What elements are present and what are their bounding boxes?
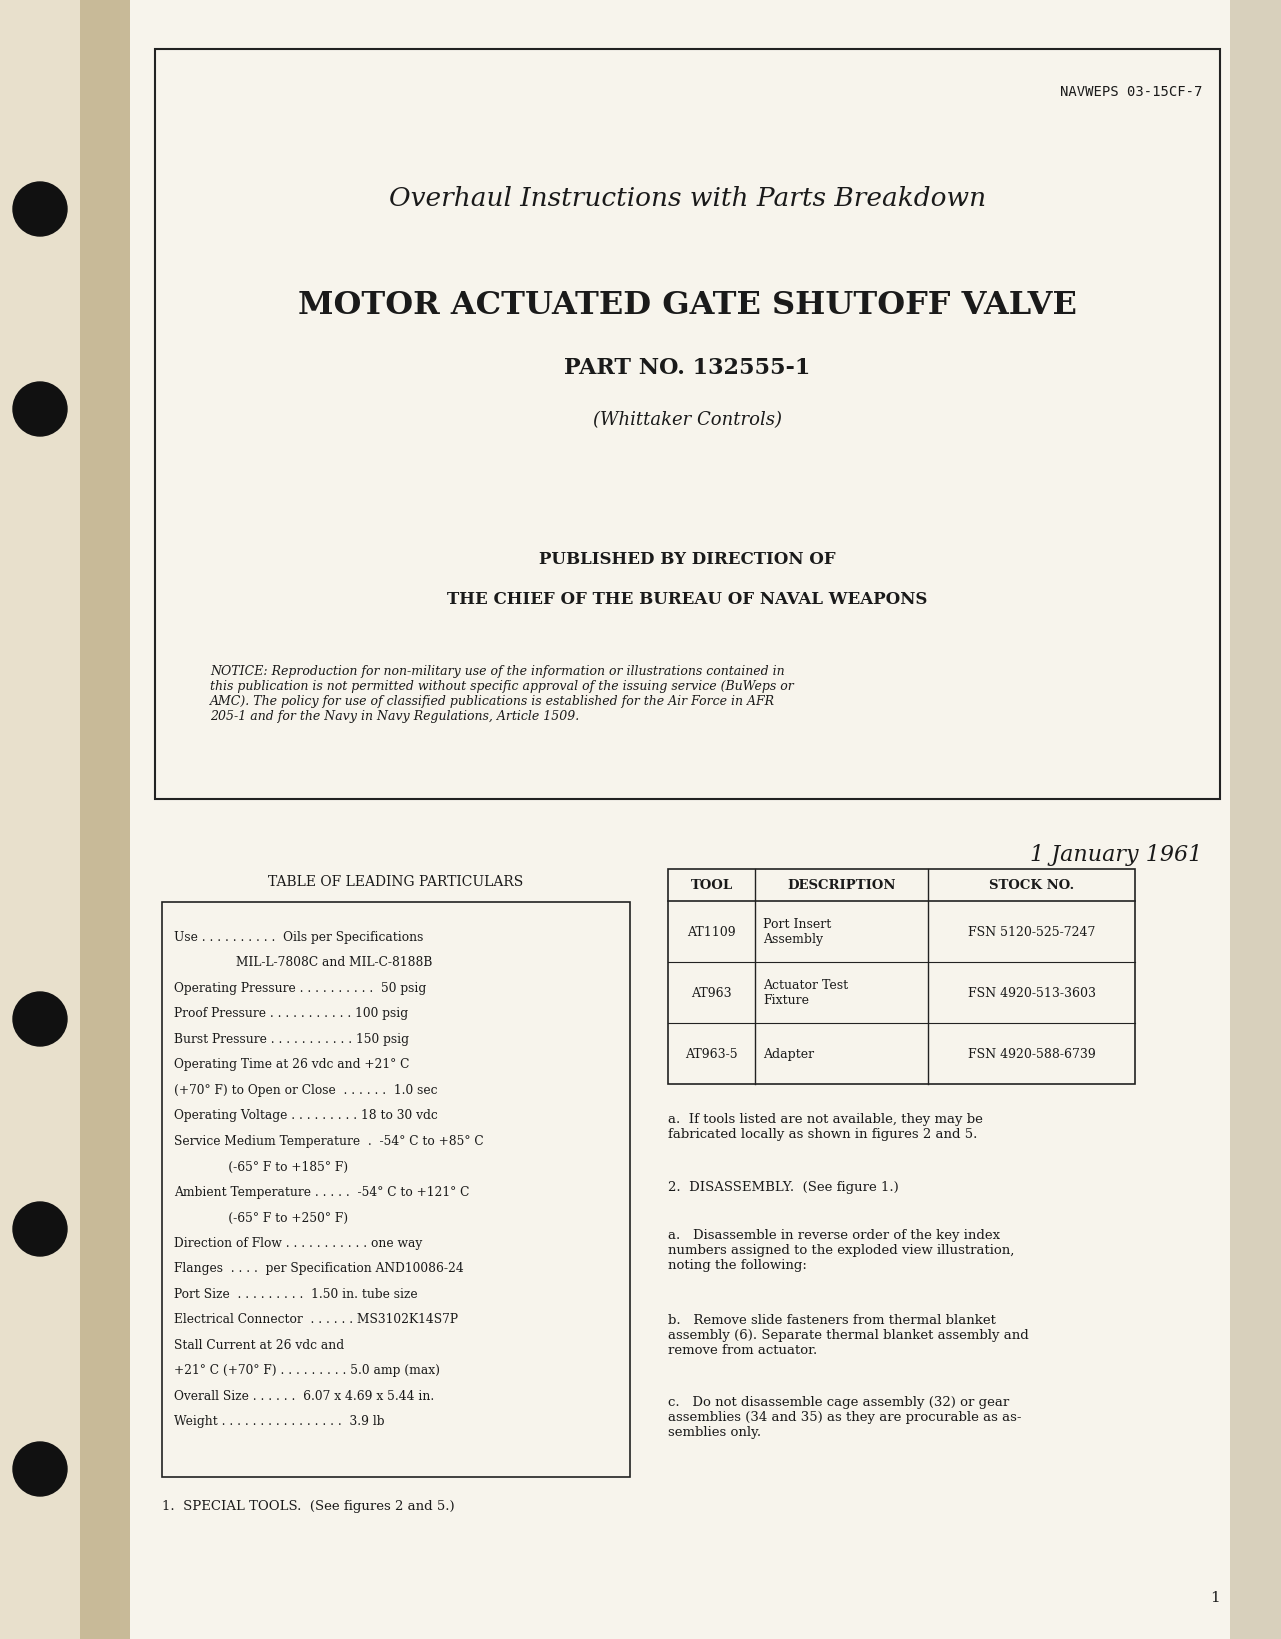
Text: MOTOR ACTUATED GATE SHUTOFF VALVE: MOTOR ACTUATED GATE SHUTOFF VALVE: [298, 290, 1077, 320]
Text: Adapter: Adapter: [763, 1047, 815, 1060]
Text: Weight . . . . . . . . . . . . . . . .  3.9 lb: Weight . . . . . . . . . . . . . . . . 3…: [174, 1414, 384, 1428]
Text: Flanges  . . . .  per Specification AND10086-24: Flanges . . . . per Specification AND100…: [174, 1262, 464, 1275]
Text: Service Medium Temperature  .  -54° C to +85° C: Service Medium Temperature . -54° C to +…: [174, 1134, 484, 1147]
Text: Electrical Connector  . . . . . . MS3102K14S7P: Electrical Connector . . . . . . MS3102K…: [174, 1313, 459, 1326]
Bar: [1230, 0, 1281, 1639]
Text: Port Insert
Assembly: Port Insert Assembly: [763, 918, 831, 946]
Text: Operating Time at 26 vdc and +21° C: Operating Time at 26 vdc and +21° C: [174, 1057, 410, 1070]
Text: Port Size  . . . . . . . . .  1.50 in. tube size: Port Size . . . . . . . . . 1.50 in. tub…: [174, 1287, 418, 1300]
Text: Direction of Flow . . . . . . . . . . . one way: Direction of Flow . . . . . . . . . . . …: [174, 1236, 423, 1249]
Text: DESCRIPTION: DESCRIPTION: [788, 879, 895, 892]
Text: (-65° F to +185° F): (-65° F to +185° F): [174, 1160, 348, 1174]
Text: 1: 1: [1211, 1590, 1220, 1605]
Text: a.  If tools listed are not available, they may be
fabricated locally as shown i: a. If tools listed are not available, th…: [667, 1113, 983, 1141]
Bar: [155, 49, 1220, 800]
Text: 1.  SPECIAL TOOLS.  (See figures 2 and 5.): 1. SPECIAL TOOLS. (See figures 2 and 5.): [161, 1500, 455, 1513]
Bar: [667, 869, 1135, 1085]
Text: THE CHIEF OF THE BUREAU OF NAVAL WEAPONS: THE CHIEF OF THE BUREAU OF NAVAL WEAPONS: [447, 592, 927, 608]
Text: AT963: AT963: [692, 987, 731, 1000]
Text: +21° C (+70° F) . . . . . . . . . 5.0 amp (max): +21° C (+70° F) . . . . . . . . . 5.0 am…: [174, 1364, 439, 1377]
Text: STOCK NO.: STOCK NO.: [989, 879, 1075, 892]
Text: NAVWEPS 03-15CF-7: NAVWEPS 03-15CF-7: [1059, 85, 1202, 98]
Text: FSN 4920-588-6739: FSN 4920-588-6739: [967, 1047, 1095, 1060]
Text: Ambient Temperature . . . . .  -54° C to +121° C: Ambient Temperature . . . . . -54° C to …: [174, 1185, 469, 1198]
Text: TOOL: TOOL: [690, 879, 733, 892]
Text: PART NO. 132555-1: PART NO. 132555-1: [565, 357, 811, 379]
Text: FSN 5120-525-7247: FSN 5120-525-7247: [968, 926, 1095, 939]
Text: Actuator Test
Fixture: Actuator Test Fixture: [763, 978, 848, 1006]
Circle shape: [13, 1203, 67, 1255]
Text: c.   Do not disassemble cage assembly (32) or gear
assemblies (34 and 35) as the: c. Do not disassemble cage assembly (32)…: [667, 1395, 1021, 1437]
Text: AT1109: AT1109: [687, 926, 735, 939]
Text: Proof Pressure . . . . . . . . . . . 100 psig: Proof Pressure . . . . . . . . . . . 100…: [174, 1006, 409, 1019]
Text: a.   Disassemble in reverse order of the key index
numbers assigned to the explo: a. Disassemble in reverse order of the k…: [667, 1228, 1015, 1272]
Text: 2.  DISASSEMBLY.  (See figure 1.): 2. DISASSEMBLY. (See figure 1.): [667, 1180, 899, 1193]
Text: (+70° F) to Open or Close  . . . . . .  1.0 sec: (+70° F) to Open or Close . . . . . . 1.…: [174, 1083, 438, 1096]
Circle shape: [13, 992, 67, 1046]
Circle shape: [13, 1442, 67, 1496]
Text: b.   Remove slide fasteners from thermal blanket
assembly (6). Separate thermal : b. Remove slide fasteners from thermal b…: [667, 1313, 1029, 1355]
Text: PUBLISHED BY DIRECTION OF: PUBLISHED BY DIRECTION OF: [539, 551, 835, 569]
Text: AT963-5: AT963-5: [685, 1047, 738, 1060]
Text: Burst Pressure . . . . . . . . . . . 150 psig: Burst Pressure . . . . . . . . . . . 150…: [174, 1033, 409, 1046]
Text: 1 January 1961: 1 January 1961: [1030, 844, 1202, 865]
Text: Overall Size . . . . . .  6.07 x 4.69 x 5.44 in.: Overall Size . . . . . . 6.07 x 4.69 x 5…: [174, 1390, 434, 1401]
Circle shape: [13, 184, 67, 238]
Text: (Whittaker Controls): (Whittaker Controls): [593, 411, 781, 429]
Text: Stall Current at 26 vdc and: Stall Current at 26 vdc and: [174, 1337, 345, 1351]
Bar: [161, 903, 630, 1477]
Text: MIL-L-7808C and MIL-C-8188B: MIL-L-7808C and MIL-C-8188B: [174, 956, 433, 969]
Text: Operating Pressure . . . . . . . . . .  50 psig: Operating Pressure . . . . . . . . . . 5…: [174, 982, 427, 995]
Text: (-65° F to +250° F): (-65° F to +250° F): [174, 1211, 348, 1224]
Text: TABLE OF LEADING PARTICULARS: TABLE OF LEADING PARTICULARS: [269, 875, 524, 888]
Bar: [79, 0, 129, 1639]
Text: Operating Voltage . . . . . . . . . 18 to 30 vdc: Operating Voltage . . . . . . . . . 18 t…: [174, 1110, 438, 1121]
Circle shape: [13, 384, 67, 436]
Text: Overhaul Instructions with Parts Breakdown: Overhaul Instructions with Parts Breakdo…: [389, 185, 986, 210]
Text: FSN 4920-513-3603: FSN 4920-513-3603: [967, 987, 1095, 1000]
Text: Use . . . . . . . . . .  Oils per Specifications: Use . . . . . . . . . . Oils per Specifi…: [174, 931, 424, 944]
Text: NOTICE: Reproduction for non-military use of the information or illustrations co: NOTICE: Reproduction for non-military us…: [210, 664, 794, 723]
